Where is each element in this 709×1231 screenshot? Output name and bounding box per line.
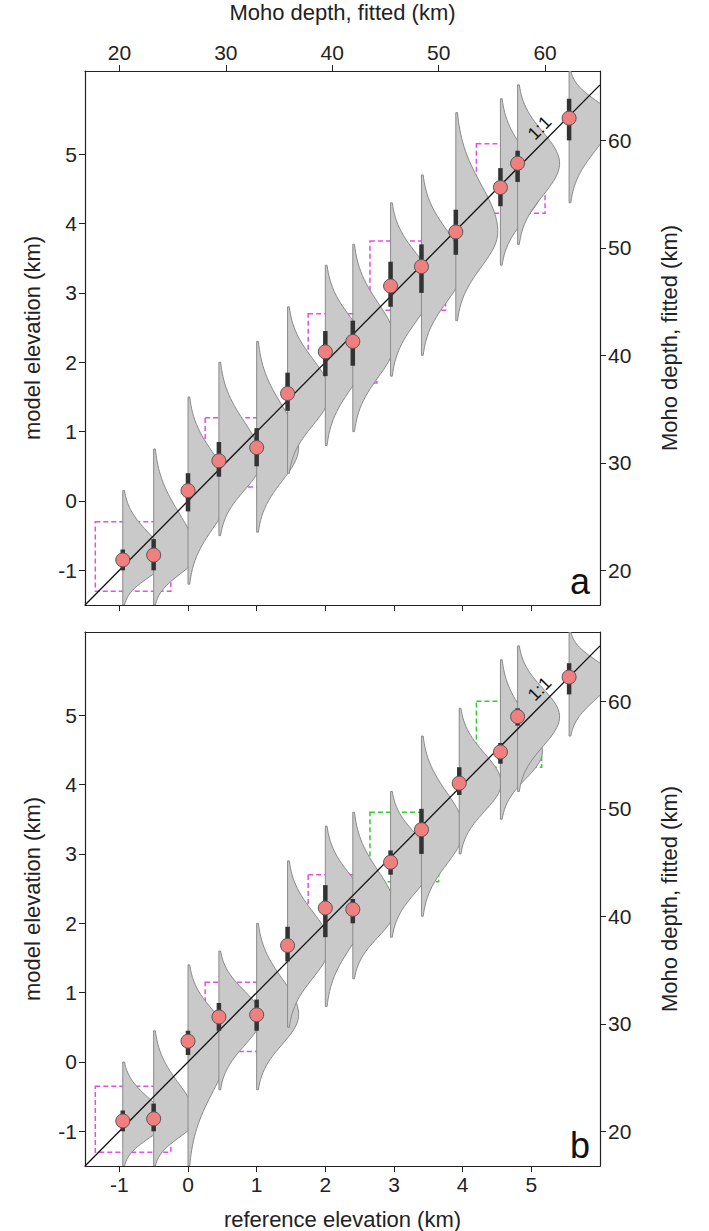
svg-text:40: 40 xyxy=(608,905,631,928)
svg-text:50: 50 xyxy=(427,41,450,64)
svg-text:60: 60 xyxy=(608,129,631,152)
svg-text:40: 40 xyxy=(321,41,344,64)
svg-text:1: 1 xyxy=(65,420,77,443)
svg-text:3: 3 xyxy=(65,281,77,304)
svg-text:4: 4 xyxy=(65,212,77,235)
svg-text:20: 20 xyxy=(608,1120,631,1143)
svg-text:4: 4 xyxy=(457,1173,469,1196)
svg-text:model elevation (km): model elevation (km) xyxy=(20,797,45,1001)
svg-text:reference elevation (km): reference elevation (km) xyxy=(224,1207,461,1231)
svg-text:2: 2 xyxy=(319,1173,331,1196)
svg-text:40: 40 xyxy=(608,344,631,367)
svg-text:2: 2 xyxy=(65,912,77,935)
svg-text:-1: -1 xyxy=(58,1120,77,1143)
svg-text:Moho depth, fitted (km): Moho depth, fitted (km) xyxy=(657,786,682,1012)
svg-text:1:1: 1:1 xyxy=(524,673,556,705)
svg-text:Moho depth, fitted (km): Moho depth, fitted (km) xyxy=(657,225,682,451)
svg-text:60: 60 xyxy=(533,41,556,64)
svg-text:0: 0 xyxy=(65,1050,77,1073)
svg-text:1: 1 xyxy=(65,981,77,1004)
svg-text:50: 50 xyxy=(608,797,631,820)
svg-text:5: 5 xyxy=(525,1173,537,1196)
svg-text:20: 20 xyxy=(608,559,631,582)
svg-text:2: 2 xyxy=(65,351,77,374)
svg-text:20: 20 xyxy=(108,41,131,64)
svg-text:3: 3 xyxy=(65,842,77,865)
svg-text:5: 5 xyxy=(65,704,77,727)
svg-text:30: 30 xyxy=(608,1012,631,1035)
svg-text:0: 0 xyxy=(65,489,77,512)
svg-text:1:1: 1:1 xyxy=(524,112,556,144)
svg-text:b: b xyxy=(570,1125,590,1166)
svg-text:4: 4 xyxy=(65,773,77,796)
svg-text:model elevation (km): model elevation (km) xyxy=(20,236,45,440)
svg-text:1: 1 xyxy=(251,1173,263,1196)
svg-text:3: 3 xyxy=(388,1173,400,1196)
svg-text:-1: -1 xyxy=(58,559,77,582)
svg-text:a: a xyxy=(570,561,591,602)
svg-text:-1: -1 xyxy=(110,1173,129,1196)
svg-text:Moho depth, fitted (km): Moho depth, fitted (km) xyxy=(229,0,455,25)
svg-text:30: 30 xyxy=(214,41,237,64)
svg-text:0: 0 xyxy=(182,1173,194,1196)
svg-text:60: 60 xyxy=(608,690,631,713)
svg-text:5: 5 xyxy=(65,143,77,166)
svg-text:50: 50 xyxy=(608,236,631,259)
svg-text:30: 30 xyxy=(608,451,631,474)
